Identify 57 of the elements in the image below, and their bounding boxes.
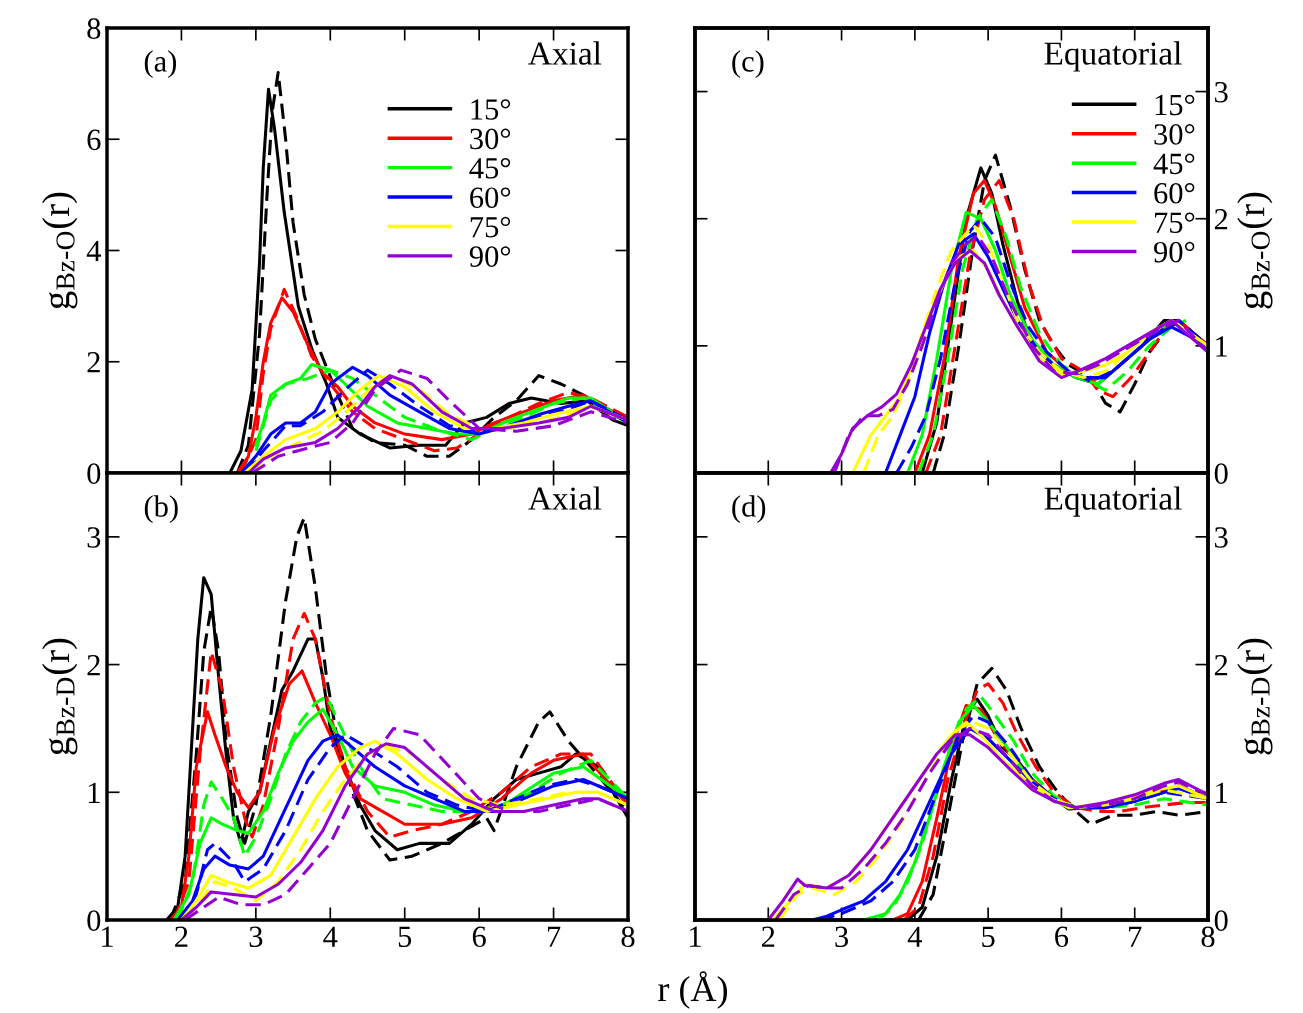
annotation: Equatorial bbox=[1044, 486, 1182, 517]
x-tick-label: 8 bbox=[621, 926, 635, 948]
x-tick-label: 8 bbox=[1201, 926, 1215, 948]
legend-label: 30° bbox=[1154, 124, 1195, 145]
x-tick-label: 2 bbox=[761, 926, 775, 947]
y2-tick-label: 2 bbox=[1214, 209, 1228, 230]
y-tick-label: 0 bbox=[87, 463, 101, 484]
y2-tick-label: 3 bbox=[1215, 81, 1228, 103]
legend-label: 30° bbox=[470, 128, 511, 150]
y2-tick-label: 1 bbox=[1216, 336, 1227, 357]
legend-label: 45° bbox=[469, 157, 511, 179]
x-tick-label: 6 bbox=[1055, 926, 1069, 948]
annotation: Axial bbox=[528, 41, 602, 65]
x-tick-label: 1 bbox=[690, 926, 701, 947]
x-tick-label: 7 bbox=[547, 926, 561, 947]
y-tick-label: 1 bbox=[88, 782, 100, 803]
y2-tick-label: 1 bbox=[1216, 782, 1227, 803]
x-tick-label: 3 bbox=[249, 926, 263, 948]
annotation: (a) bbox=[144, 50, 177, 78]
x-tick-label: 2 bbox=[175, 926, 188, 947]
annotation: (d) bbox=[732, 495, 766, 524]
x-tick-label: 6 bbox=[472, 926, 486, 948]
y-tick-label: 2 bbox=[87, 352, 100, 373]
y2-tick-label: 2 bbox=[1214, 654, 1228, 676]
annotation: (c) bbox=[732, 50, 764, 78]
y2-tick-label: 0 bbox=[1214, 910, 1228, 931]
annotation: Axial bbox=[528, 486, 602, 510]
legend-label: 75° bbox=[470, 216, 511, 238]
x-tick-label: 5 bbox=[398, 926, 412, 948]
x-tick-label: 4 bbox=[323, 926, 338, 947]
y-tick-label: 4 bbox=[86, 240, 101, 262]
legend-label: 75° bbox=[1155, 212, 1195, 234]
x-axis-title: r (Å) bbox=[658, 971, 728, 1009]
y-axis-title: g$_{Bz-D}$(r) bbox=[42, 638, 78, 755]
y-tick-label: 8 bbox=[87, 18, 101, 39]
x-tick-label: 5 bbox=[982, 926, 995, 948]
annotation: (b) bbox=[144, 495, 178, 524]
legend-label: 60° bbox=[1154, 182, 1195, 204]
y-tick-label: 2 bbox=[87, 654, 100, 676]
y-axis-title: g$_{Bz-O}$(r) bbox=[42, 192, 78, 309]
y-tick-label: 0 bbox=[87, 910, 101, 931]
x-tick-label: 7 bbox=[1129, 926, 1142, 947]
legend-label: 90° bbox=[469, 246, 511, 267]
annotation: Equatorial bbox=[1044, 41, 1182, 72]
y-tick-label: 6 bbox=[87, 129, 101, 151]
y2-axis-title: g$_{Bz-O}$(r) bbox=[1237, 192, 1273, 309]
y-tick-label: 3 bbox=[87, 527, 101, 548]
legend-label: 15° bbox=[1155, 94, 1195, 116]
y2-tick-label: 3 bbox=[1215, 527, 1228, 548]
legend-label: 15° bbox=[471, 99, 511, 120]
legend-label: 45° bbox=[1153, 153, 1195, 175]
y2-tick-label: 0 bbox=[1214, 463, 1228, 484]
y2-axis-title: g$_{Bz-D}$(r) bbox=[1237, 638, 1273, 755]
x-tick-label: 3 bbox=[835, 926, 849, 948]
legend-label: 90° bbox=[1153, 241, 1195, 263]
x-tick-label: 4 bbox=[907, 926, 923, 947]
legend-label: 60° bbox=[470, 187, 511, 209]
